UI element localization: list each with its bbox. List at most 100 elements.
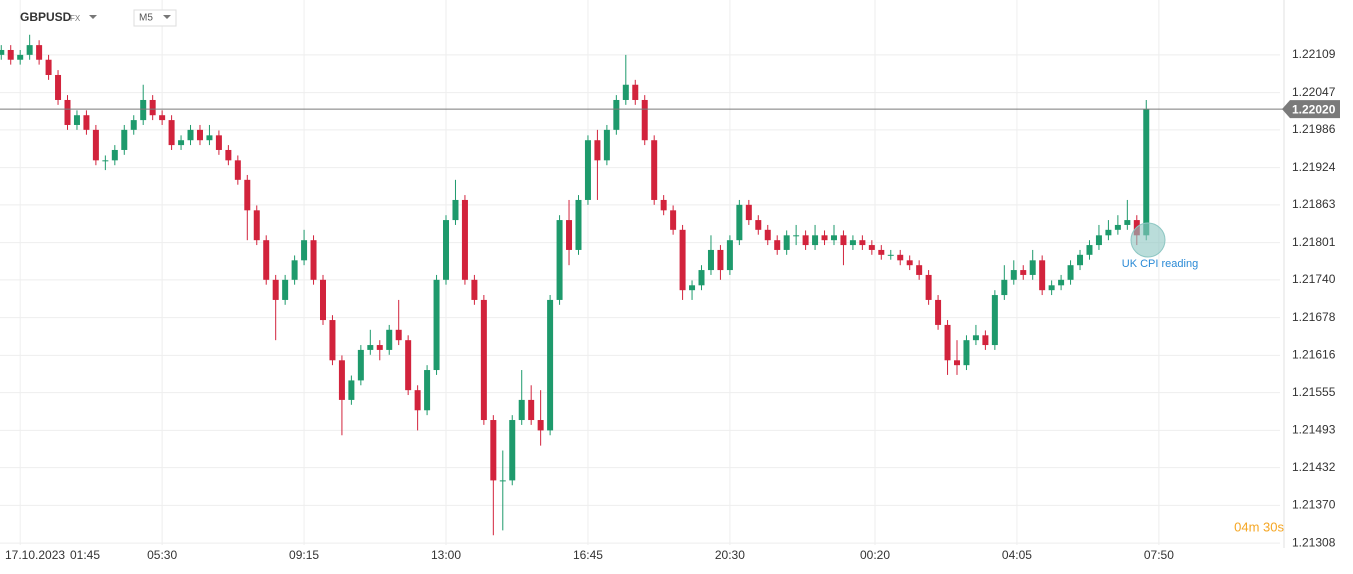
candle-body — [641, 99, 648, 141]
timeframe-box[interactable] — [133, 9, 177, 27]
candle-body — [480, 299, 487, 421]
candle-body — [528, 399, 535, 421]
candle-body — [868, 245, 875, 250]
candle-body — [774, 240, 781, 250]
candle-body — [802, 235, 809, 246]
candle-body — [433, 279, 440, 371]
candle-body — [632, 84, 639, 100]
candle-body — [234, 160, 241, 180]
candle-body — [1086, 245, 1093, 255]
candle-body — [272, 279, 279, 300]
candle-body — [386, 329, 393, 350]
candle-body — [26, 45, 33, 55]
candle-body — [764, 229, 771, 241]
y-tick-label: 1.21308 — [1292, 535, 1336, 549]
candle-body — [982, 335, 989, 346]
candle-body — [215, 135, 222, 150]
candle-body — [783, 235, 790, 250]
candle-body — [376, 345, 383, 350]
current-price-label: 1.22020 — [1292, 102, 1336, 116]
candle-body — [291, 260, 298, 280]
x-tick-label: 00:20 — [860, 548, 890, 562]
candle-body — [566, 220, 573, 250]
candle-body — [944, 324, 951, 361]
candle-body — [840, 235, 847, 246]
candle-body — [584, 140, 591, 200]
candle-body — [225, 149, 232, 161]
candle-body — [168, 120, 175, 146]
candle-body — [1039, 260, 1046, 291]
y-tick-label: 1.21616 — [1292, 348, 1336, 362]
candle-body — [405, 340, 412, 391]
candle-body — [1058, 279, 1065, 286]
candle-body — [793, 235, 800, 237]
candle-body — [954, 360, 961, 366]
candle-body — [102, 160, 109, 162]
candle-body — [613, 99, 620, 130]
candle-body — [149, 99, 156, 116]
candle-body — [878, 249, 885, 255]
candle-body — [651, 140, 658, 200]
candle-body — [45, 59, 52, 75]
candle-body — [698, 270, 705, 286]
candle-body — [1048, 285, 1055, 291]
candle-body — [594, 140, 601, 161]
candle-body — [490, 420, 497, 481]
x-tick-label: 20:30 — [715, 548, 745, 562]
candle-body — [575, 199, 582, 250]
candle-body — [452, 199, 459, 221]
symbol-dropdown[interactable] — [89, 15, 97, 19]
candle-body — [887, 254, 894, 256]
candle-body — [36, 45, 43, 60]
candle-body — [821, 235, 828, 241]
candle-body — [660, 199, 667, 211]
x-tick-label: 04:05 — [1002, 548, 1032, 562]
candle-body — [83, 115, 90, 130]
candle-body — [499, 480, 506, 482]
candle-body — [1124, 220, 1131, 225]
event-marker[interactable] — [1130, 222, 1166, 258]
candle-body — [1010, 270, 1017, 280]
y-tick-label: 1.21678 — [1292, 310, 1336, 324]
y-tick-label: 1.21432 — [1292, 460, 1336, 474]
candle-body — [159, 115, 166, 121]
candle-body — [301, 240, 308, 261]
candle-body — [130, 120, 137, 130]
candle-body — [329, 320, 336, 361]
candle-body — [357, 349, 364, 381]
candle-body — [338, 360, 345, 400]
candle-body — [689, 285, 696, 291]
timeframe-dropdown[interactable] — [163, 15, 171, 19]
candle-body — [622, 84, 629, 100]
symbol[interactable]: GBPUSD — [20, 10, 72, 24]
timeframe[interactable]: M5 — [139, 13, 153, 24]
candle-body — [1114, 224, 1121, 230]
candle-body — [547, 299, 554, 431]
current-price-tag — [1282, 100, 1340, 119]
candle-body — [187, 129, 194, 141]
candle-body — [972, 335, 979, 341]
candle-body — [991, 295, 998, 346]
candle-body — [935, 299, 942, 325]
candle-body — [55, 74, 62, 100]
y-tick-label: 1.22047 — [1292, 85, 1336, 99]
candle-body — [1067, 265, 1074, 280]
candle-body — [925, 274, 932, 300]
candle-body — [1020, 270, 1027, 275]
candle-body — [310, 240, 317, 280]
candle-body — [414, 390, 421, 411]
candle-body — [178, 140, 185, 146]
candle-body — [755, 220, 762, 230]
candle-body — [73, 115, 80, 125]
y-tick-label: 1.21863 — [1292, 197, 1336, 211]
y-tick-label: 1.21740 — [1292, 272, 1336, 286]
candle-body — [518, 399, 525, 421]
candle-body — [395, 329, 402, 341]
candle-body — [140, 99, 147, 121]
candle-body — [282, 279, 289, 300]
candle-body — [603, 129, 610, 161]
candle-body — [111, 149, 118, 161]
candle-body — [556, 220, 563, 300]
candle-body — [319, 279, 326, 321]
candle-body — [745, 204, 752, 221]
